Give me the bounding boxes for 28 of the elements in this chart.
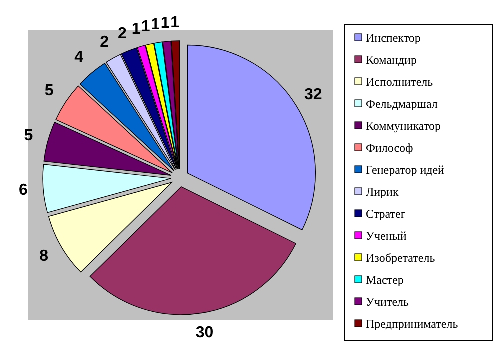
data-label: 1: [170, 14, 180, 32]
legend-label: Философ: [366, 141, 414, 155]
legend-label: Коммуникатор: [366, 119, 441, 133]
legend-label: Учитель: [366, 295, 410, 309]
data-label: 1: [151, 16, 160, 34]
data-label: 1: [160, 15, 170, 32]
legend-label: Командир: [366, 53, 417, 67]
legend-label: Лирик: [366, 185, 399, 199]
legend-label: Генератор идей: [366, 163, 446, 177]
legend-label: Исполнитель: [366, 75, 434, 89]
data-label: 8: [40, 248, 49, 265]
data-label: 5: [24, 128, 34, 145]
data-label: 4: [74, 49, 84, 66]
legend-label: Предприниматель: [366, 317, 459, 331]
legend-label: Ученый: [366, 229, 408, 243]
legend-label: Инспектор: [366, 31, 421, 45]
data-label: 32: [304, 86, 322, 104]
data-label: 1: [141, 18, 150, 36]
data-label: 30: [196, 324, 214, 342]
legend-label: Стратег: [366, 207, 406, 221]
legend-label: Мастер: [366, 273, 404, 287]
legend-label: Фельдмаршал: [366, 97, 438, 111]
data-label: 5: [44, 82, 54, 100]
data-label: 6: [19, 182, 28, 199]
data-label: 2: [118, 26, 127, 43]
data-label: 2: [100, 34, 110, 52]
legend-label: Изобретатель: [366, 251, 436, 265]
data-label: 1: [132, 20, 141, 38]
